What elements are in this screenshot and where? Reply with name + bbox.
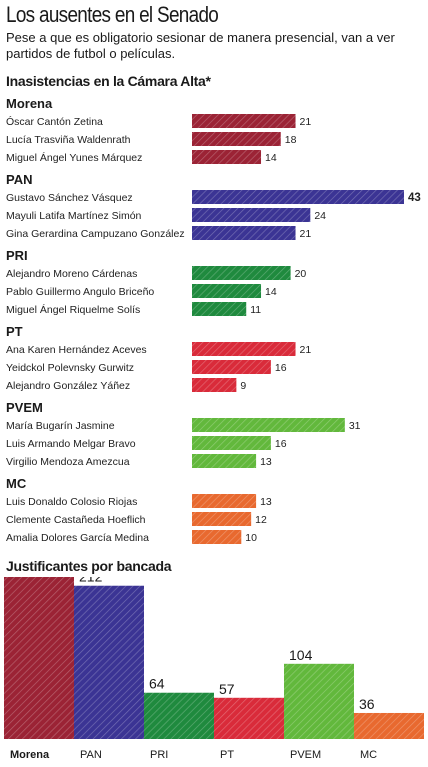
absence-value: 16 — [275, 362, 287, 374]
absence-value: 18 — [285, 134, 297, 146]
absence-value: 43 — [408, 192, 421, 204]
absence-bar-clemente-castaneda-hoeflich — [192, 512, 252, 526]
category-label-mc: MC — [360, 749, 377, 761]
absence-bar-pablo-guillermo-angulo-briceno — [192, 284, 262, 298]
absence-bar-amalia-dolores-garcia-medina — [192, 530, 242, 544]
senator-name: Clemente Castañeda Hoeflich — [6, 514, 146, 526]
absence-bar-gustavo-sanchez-vasquez — [192, 190, 404, 204]
group-label-morena: Morena — [6, 96, 53, 111]
group-label-pvem: PVEM — [6, 400, 43, 415]
absence-value: 21 — [300, 116, 312, 128]
senator-name: Yeidckol Polevnsky Gurwitz — [6, 362, 134, 374]
absence-bar-luis-armando-melgar-bravo — [192, 436, 271, 450]
justification-value: 104 — [289, 647, 313, 663]
justification-bar-pvem — [284, 663, 354, 739]
justification-bar-morena — [4, 577, 74, 739]
absence-bar-maria-bugarin-jasmine — [192, 418, 345, 432]
category-label-pan: PAN — [80, 749, 102, 761]
absence-bar-miguel-angel-yunes-marquez — [192, 150, 262, 164]
justifications-chart-title: Justificantes por bancada — [6, 558, 172, 574]
senator-name: Alejandro Moreno Cárdenas — [6, 268, 137, 280]
absence-bar-gina-gerardina-campuzano-gonzalez — [192, 226, 296, 240]
absence-value: 10 — [245, 532, 257, 544]
senator-name: Mayuli Latifa Martínez Simón — [6, 210, 142, 222]
senator-name: Óscar Cantón Zetina — [6, 115, 103, 128]
group-label-pan: PAN — [6, 172, 32, 187]
absence-bar-yeidckol-polevnsky-gurwitz — [192, 360, 271, 374]
absence-value: 24 — [314, 210, 326, 222]
senator-name: Ana Karen Hernández Aceves — [6, 344, 147, 356]
absence-bar-lucia-trasvina-waldenrath — [192, 132, 281, 146]
senator-name: Miguel Ángel Riquelme Solís — [6, 303, 140, 316]
page-title: Los ausentes en el Senado — [6, 2, 219, 27]
senator-name: Pablo Guillermo Angulo Briceño — [6, 286, 154, 298]
justification-value: 57 — [219, 681, 235, 697]
absence-bar-alejandro-moreno-cardenas — [192, 266, 291, 280]
absence-value: 21 — [300, 228, 312, 240]
senator-name: Gustavo Sánchez Vásquez — [6, 192, 133, 204]
justification-value: 64 — [149, 676, 165, 692]
senator-name: María Bugarín Jasmine — [6, 420, 115, 432]
absence-value: 14 — [265, 152, 277, 164]
group-label-mc: MC — [6, 476, 27, 491]
absence-value: 31 — [349, 420, 361, 432]
absences-chart: Morena Óscar Cantón Zetina 21 Lucía Trasviñ… — [6, 96, 421, 544]
senator-name: Luis Donaldo Colosio Riojas — [6, 496, 137, 508]
justification-bar-pri — [144, 692, 214, 739]
group-label-pri: PRI — [6, 248, 28, 263]
senator-name: Virgilio Mendoza Amezcua — [6, 456, 130, 468]
page-subtitle: Pese a que es obligatorio sesionar de ma… — [6, 30, 395, 61]
absence-bar-ana-karen-hernandez-aceves — [192, 342, 296, 356]
justification-value: 36 — [359, 696, 375, 712]
senator-name: Luis Armando Melgar Bravo — [6, 438, 136, 450]
senator-name: Alejandro González Yáñez — [6, 380, 130, 392]
absence-bar-miguel-angel-riquelme-solis — [192, 302, 247, 316]
category-label-morena: Morena — [10, 749, 50, 761]
category-label-pvem: PVEM — [290, 749, 321, 761]
group-label-pt: PT — [6, 324, 23, 339]
justification-bar-pan — [74, 585, 144, 739]
absence-value: 14 — [265, 286, 277, 298]
senator-name: Gina Gerardina Campuzano González — [6, 228, 185, 240]
senator-name: Amalia Dolores García Medina — [6, 532, 149, 544]
absence-bar-luis-donaldo-colosio-riojas — [192, 494, 257, 508]
absence-value: 13 — [260, 496, 272, 508]
absences-chart-title: Inasistencias en la Cámara Alta* — [6, 73, 211, 89]
justifications-chart: 228Morena212PAN64PRI57PT104PVEM36MC — [4, 577, 424, 761]
absence-value: 13 — [260, 456, 272, 468]
senator-name: Miguel Ángel Yunes Márquez — [6, 151, 142, 164]
absence-value: 16 — [275, 438, 287, 450]
category-label-pt: PT — [220, 749, 234, 761]
absence-bar-alejandro-gonzalez-yanez — [192, 378, 237, 392]
absence-bar-mayuli-latifa-martinez-simon — [192, 208, 311, 222]
absence-bar-oscar-canton-zetina — [192, 114, 296, 128]
category-label-pri: PRI — [150, 749, 168, 761]
justification-bar-mc — [354, 712, 424, 739]
absence-value: 9 — [240, 380, 246, 392]
absence-value: 11 — [250, 304, 261, 316]
absence-value: 20 — [295, 268, 307, 280]
justification-value: 212 — [79, 577, 103, 585]
senator-name: Lucía Trasviña Waldenrath — [6, 134, 131, 146]
justification-bar-pt — [214, 697, 284, 739]
absence-value: 21 — [300, 344, 312, 356]
absence-value: 12 — [255, 514, 267, 526]
absence-bar-virgilio-mendoza-amezcua — [192, 454, 257, 468]
